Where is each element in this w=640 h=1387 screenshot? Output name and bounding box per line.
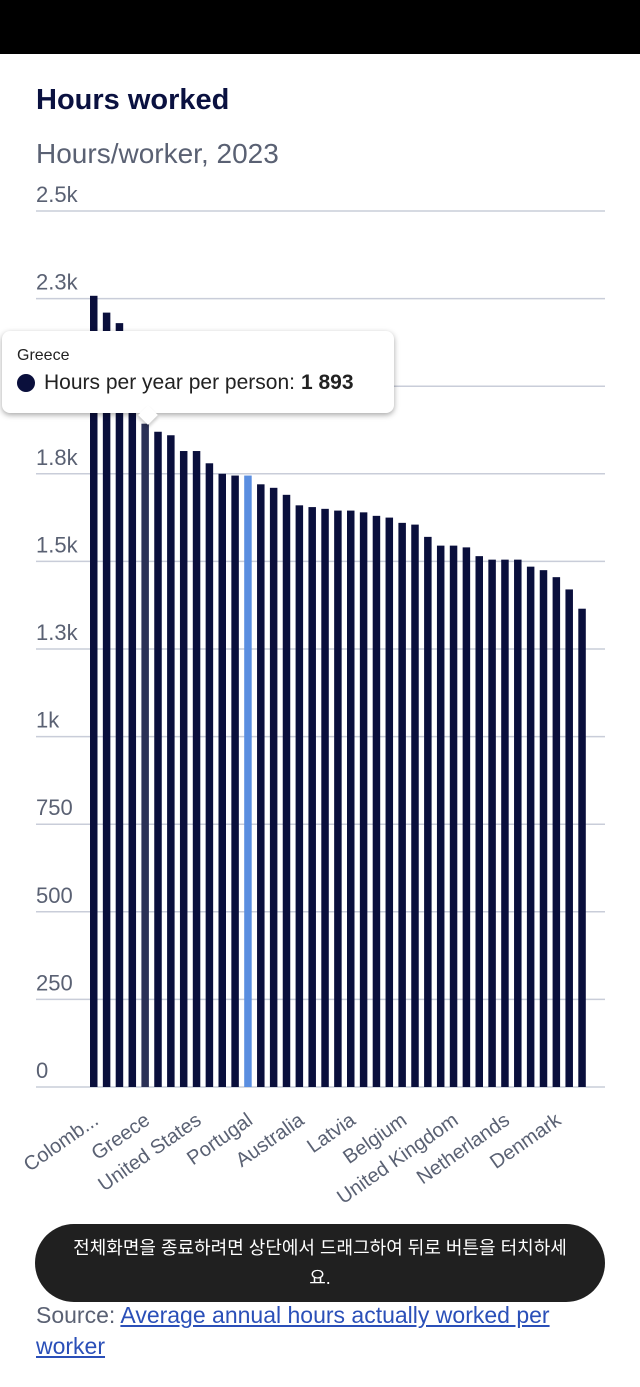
y-tick-label: 500 [36, 883, 73, 908]
toast-message: 전체화면을 종료하려면 상단에서 드래그하여 뒤로 버튼을 터치하세요. [73, 1238, 567, 1288]
bar[interactable] [514, 559, 522, 1087]
bar[interactable] [179, 451, 188, 1087]
bar[interactable] [167, 435, 175, 1087]
bar[interactable] [552, 577, 561, 1087]
bar[interactable] [334, 510, 342, 1087]
tooltip-row: Hours per year per person: 1 893 [17, 371, 354, 395]
bar[interactable] [90, 295, 98, 1087]
bar-chart[interactable]: 02505007501k1.3k1.5k1.8k2k2.3k2.5kColomb… [0, 180, 640, 1220]
source-label: Source: [36, 1302, 116, 1328]
tooltip-series-label: Hours per year per person: [44, 371, 295, 394]
bar[interactable] [411, 524, 419, 1087]
tooltip-country: Greece [17, 347, 70, 364]
bar[interactable] [347, 510, 355, 1087]
bar[interactable] [231, 475, 239, 1087]
bar[interactable] [436, 545, 445, 1087]
bar[interactable] [321, 508, 329, 1088]
y-tick-label: 2.5k [36, 182, 79, 207]
bar[interactable] [282, 494, 291, 1088]
bar[interactable] [424, 536, 432, 1087]
y-tick-label: 0 [36, 1058, 48, 1083]
chart-title: Hours worked [36, 84, 230, 116]
status-bar [0, 0, 640, 54]
bar[interactable] [308, 507, 316, 1087]
tooltip-value: 1 893 [300, 371, 354, 394]
bar[interactable] [449, 545, 458, 1087]
bar[interactable] [462, 547, 471, 1087]
bar[interactable] [102, 312, 111, 1088]
bar[interactable] [385, 517, 394, 1087]
bar[interactable] [501, 559, 509, 1087]
bar[interactable] [488, 559, 496, 1087]
source-link[interactable]: Average annual hours actually worked per… [36, 1302, 550, 1359]
bar[interactable] [154, 431, 162, 1087]
x-tick-label: Colomb... [20, 1109, 103, 1176]
fullscreen-exit-toast: 전체화면을 종료하려면 상단에서 드래그하여 뒤로 버튼을 터치하세요. [35, 1224, 605, 1302]
bar[interactable] [539, 570, 548, 1087]
y-tick-label: 1.3k [36, 620, 79, 645]
bar[interactable] [475, 556, 484, 1087]
bar[interactable] [578, 608, 586, 1087]
chart-tooltip: Greece Hours per year per person: 1 893 [2, 331, 394, 413]
bar[interactable] [192, 451, 201, 1087]
bar[interactable] [526, 566, 535, 1087]
y-tick-label: 1k [36, 708, 60, 733]
y-tick-label: 1.5k [36, 532, 79, 557]
bar[interactable] [128, 351, 137, 1087]
bar[interactable] [218, 473, 227, 1087]
bar[interactable] [372, 515, 381, 1087]
bar[interactable] [257, 484, 265, 1087]
y-tick-label: 750 [36, 795, 73, 820]
bar[interactable] [244, 475, 252, 1087]
bar[interactable] [205, 463, 214, 1088]
bar[interactable] [398, 522, 406, 1087]
bar[interactable] [565, 589, 573, 1087]
series-dot-icon [17, 374, 35, 392]
bar[interactable] [269, 487, 278, 1087]
bar[interactable] [359, 512, 368, 1087]
y-tick-label: 250 [36, 970, 73, 995]
chart-subtitle: Hours/worker, 2023 [36, 138, 279, 169]
source-line: Source: Average annual hours actually wo… [36, 1300, 596, 1362]
y-tick-label: 1.8k [36, 445, 79, 470]
bar[interactable] [115, 323, 124, 1087]
y-tick-label: 2.3k [36, 270, 79, 295]
bar[interactable] [141, 423, 149, 1087]
bar[interactable] [295, 505, 304, 1087]
